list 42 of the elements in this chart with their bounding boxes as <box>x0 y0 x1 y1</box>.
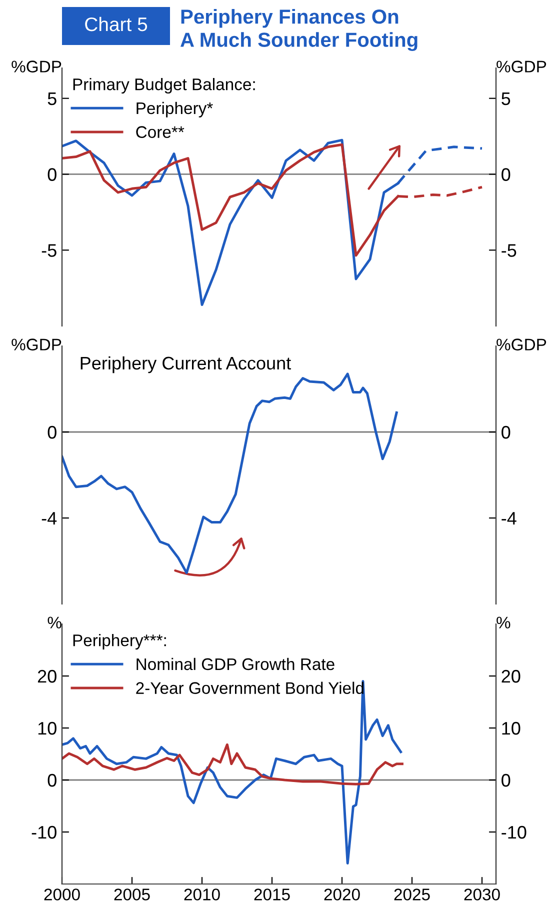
caption: Chart 5 <box>85 16 148 32</box>
y-tick-label: 0 <box>48 774 56 787</box>
legend-label: Nominal GDP Growth Rate <box>136 658 334 670</box>
y-tick-label: -10 <box>32 826 56 839</box>
legend-label: Periphery* <box>136 102 213 118</box>
x-tick-label: 2010 <box>184 888 220 900</box>
y-axis-title: % <box>48 616 62 628</box>
x-tick-label: 2000 <box>44 888 80 900</box>
legend-label: Core** <box>136 126 184 138</box>
y2-tick-label: 20 <box>502 670 520 683</box>
legend-title: Periphery***: <box>73 634 166 650</box>
y2-tick-label: 0 <box>502 426 510 439</box>
y-tick-label: 0 <box>48 426 56 439</box>
y2-tick-label: 10 <box>502 722 520 735</box>
y2-axis-title: %GDP <box>496 338 546 350</box>
x-tick-label: 2020 <box>324 888 360 900</box>
y-tick-label: -4 <box>42 512 57 525</box>
x-tick-label: 2005 <box>114 888 150 900</box>
y-tick-label: -5 <box>42 244 56 257</box>
y2-tick-label: -4 <box>502 512 516 525</box>
line-series <box>62 743 404 786</box>
y-tick-label: 10 <box>38 722 56 735</box>
x-tick-label: 2015 <box>254 888 290 900</box>
y-tick-label: 5 <box>48 92 56 106</box>
x-tick-label: 2030 <box>464 888 500 900</box>
y2-axis-title: %GDP <box>496 60 546 72</box>
y2-tick-label: -10 <box>502 826 526 839</box>
y2-tick-label: 5 <box>502 92 510 106</box>
line-series <box>62 680 402 864</box>
y-axis-title: %GDP <box>12 338 62 350</box>
x-tick-label: 2025 <box>394 888 430 900</box>
y2-tick-label: 0 <box>502 168 510 181</box>
y-tick-label: 0 <box>48 168 56 181</box>
y2-axis-title: % <box>496 616 510 628</box>
line-series <box>62 372 398 574</box>
y-tick-label: 20 <box>38 670 56 683</box>
y2-tick-label: 0 <box>502 774 510 787</box>
text: Periphery Current Account <box>80 356 291 374</box>
chart-title: Periphery Finances On A Much Sounder Footing <box>180 8 418 52</box>
legend-title: Primary Budget Balance: <box>73 78 255 94</box>
y-axis-title: %GDP <box>12 60 62 72</box>
y2-tick-label: -5 <box>502 244 516 257</box>
